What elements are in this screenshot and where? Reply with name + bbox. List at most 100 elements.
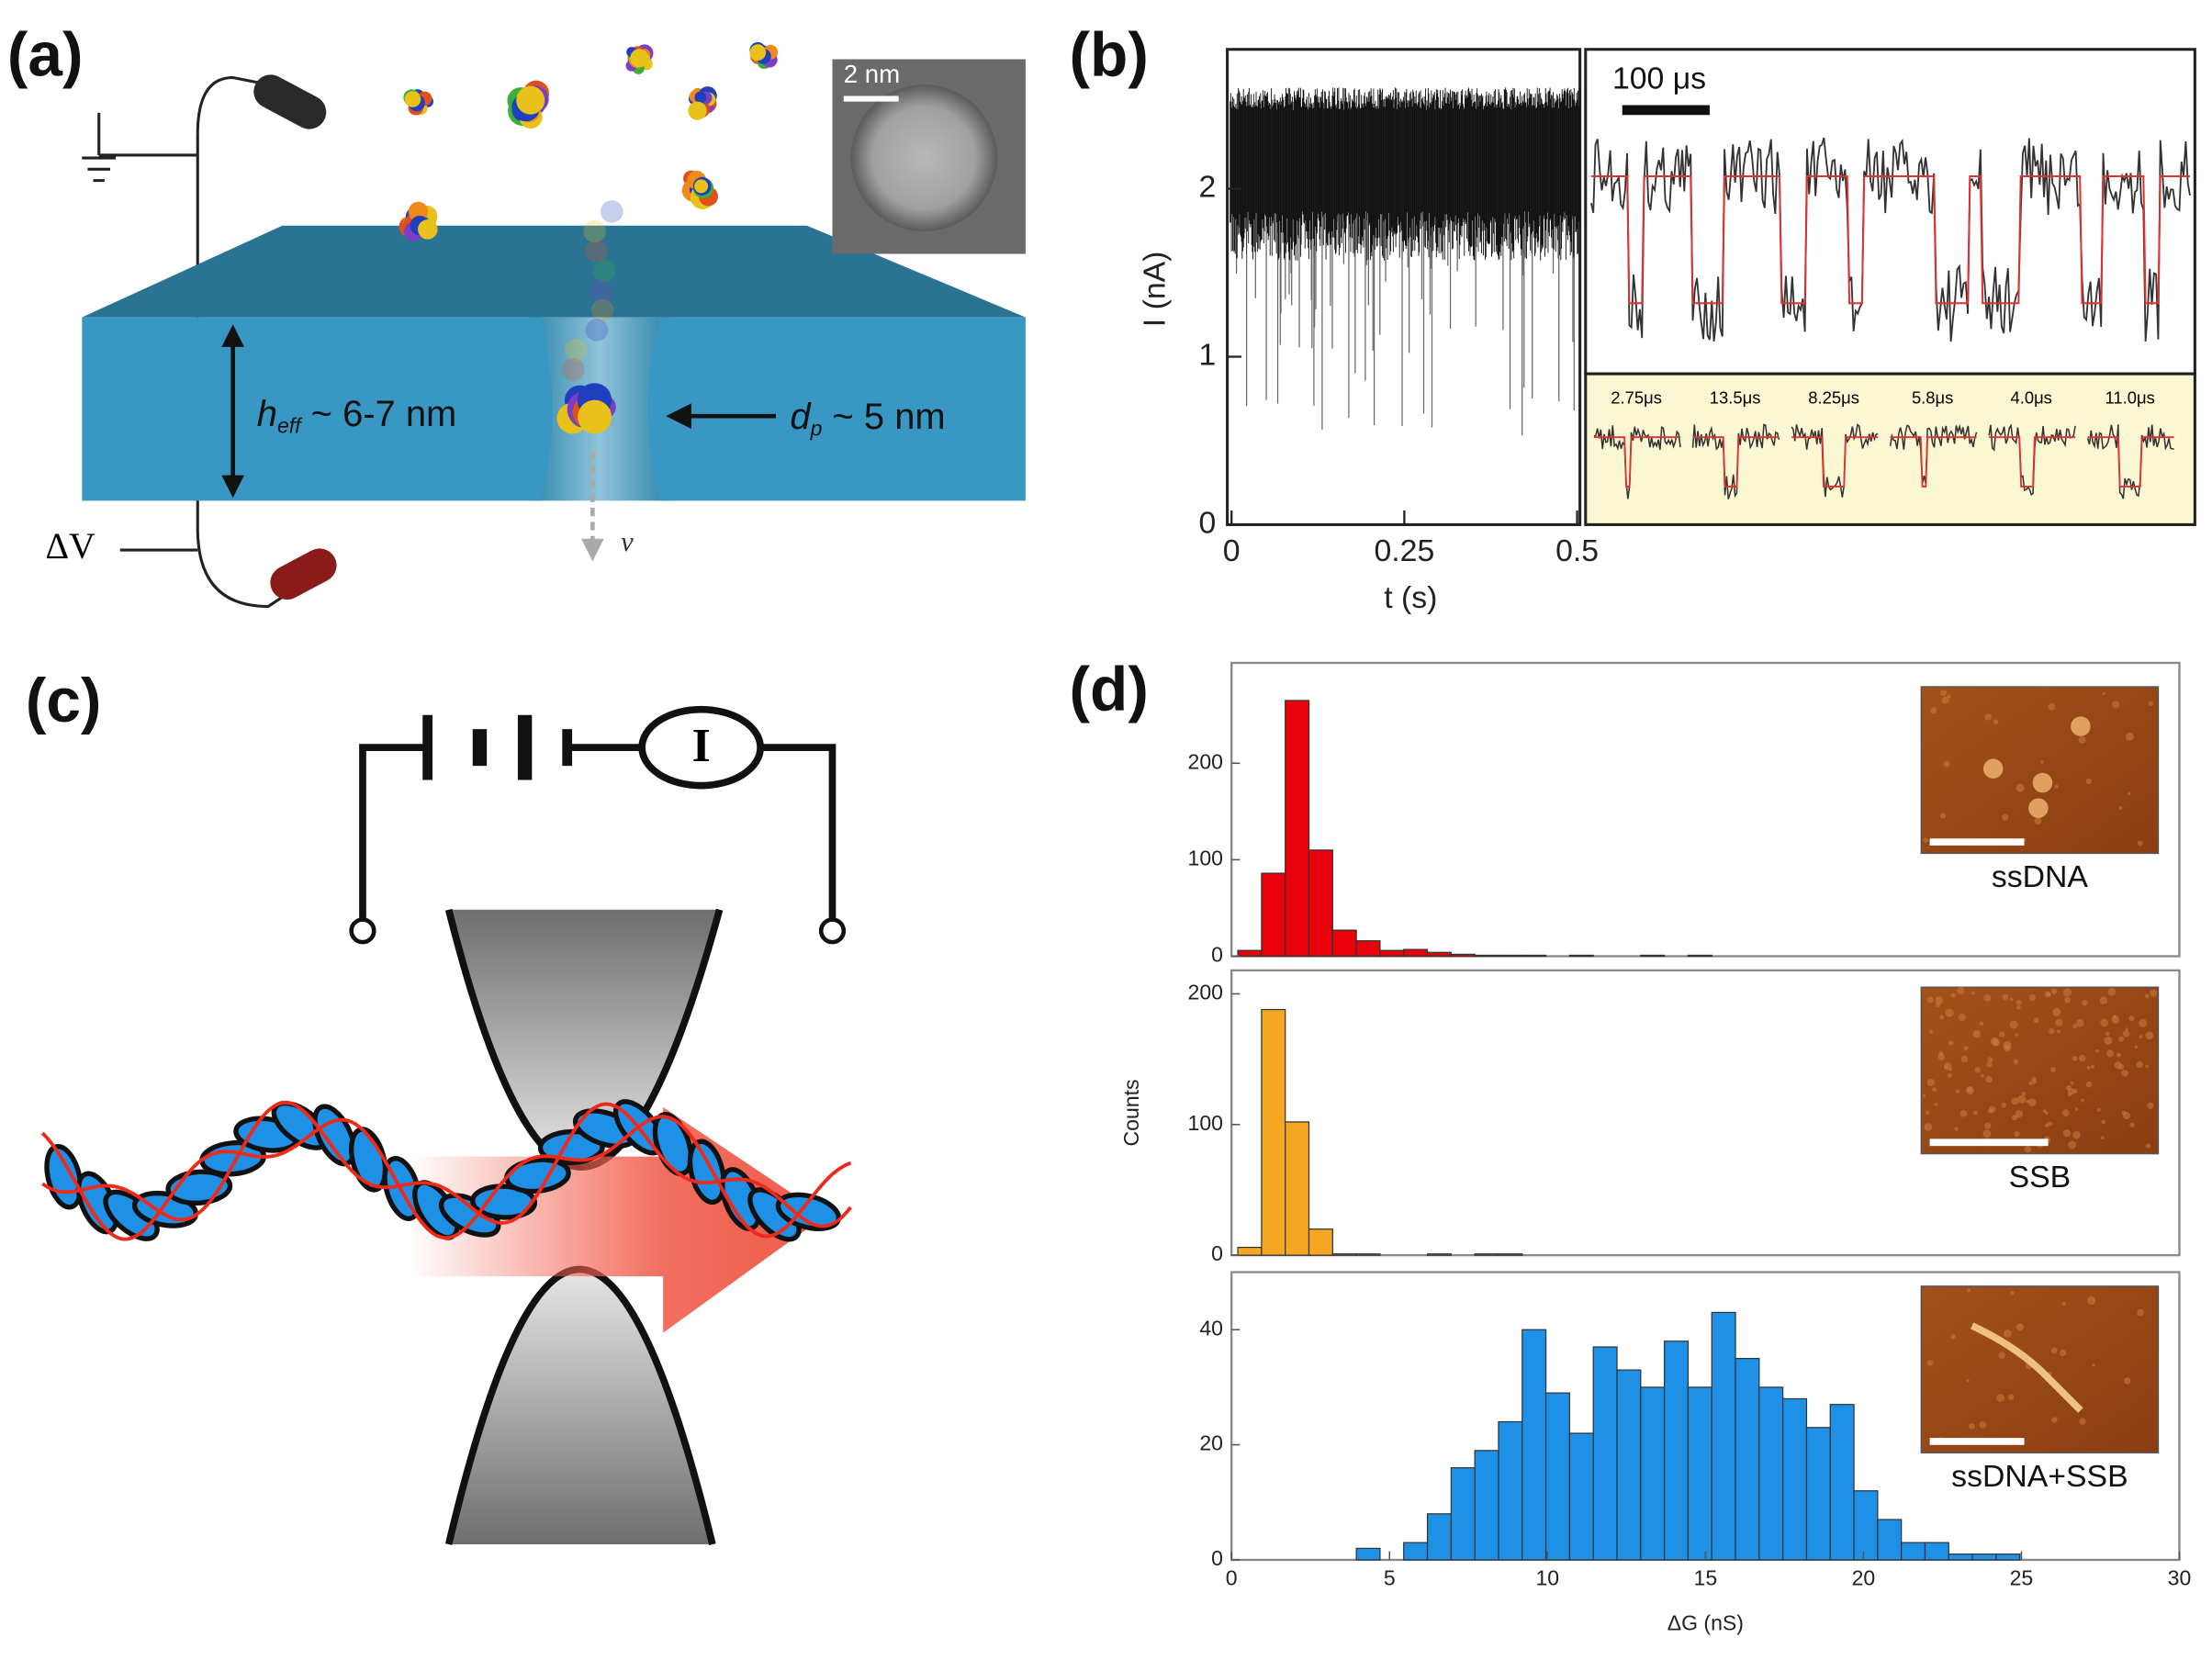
afm-speckle [2044, 1123, 2049, 1127]
protein-part [404, 91, 421, 107]
afm-speckle [2033, 1017, 2039, 1024]
bar [1261, 1008, 1286, 1256]
afm-speckle [2079, 1054, 2086, 1062]
afm-speckle [2015, 1033, 2018, 1037]
afm-speckle [2150, 989, 2158, 997]
afm-speckle [1924, 1123, 1933, 1131]
x-tick-label: 0 [1223, 533, 1241, 568]
protein-trace [589, 279, 612, 302]
y-tick-label: 2 [1199, 170, 1217, 205]
wire [196, 75, 269, 134]
y-tick-label: 200 [1188, 749, 1223, 773]
base-pair [312, 1104, 357, 1167]
bar [1474, 1253, 1499, 1256]
afm-speckle [1943, 760, 1950, 768]
afm-speckle [2014, 1131, 2020, 1138]
membrane-top [82, 225, 1026, 318]
afm-speckle [1998, 1352, 2005, 1359]
inset-label: SSB [2009, 1160, 2072, 1195]
protein-part [578, 399, 612, 434]
afm-speckle [1959, 1110, 1968, 1117]
wire [196, 529, 290, 609]
y-tick-label: 0 [1211, 1241, 1223, 1265]
event-fit [1593, 436, 1681, 488]
afm-speckle [1974, 1067, 1982, 1073]
afm-speckle [1945, 1008, 1954, 1017]
afm-speckle [2112, 701, 2120, 709]
protein-trace [583, 219, 606, 243]
subscript: eff [277, 414, 303, 438]
bar [1237, 949, 1263, 958]
afm-speckle [1999, 1031, 2005, 1038]
event-trace [1889, 423, 1978, 485]
y-tick-label: 20 [1199, 1431, 1223, 1455]
event-fit [1989, 436, 2076, 488]
afm-speckle [2015, 1110, 2024, 1118]
protein-part [418, 219, 438, 240]
afm-speckle [2079, 1418, 2086, 1425]
electrode [253, 74, 327, 129]
bar [1331, 1253, 1357, 1256]
afm-speckle [1993, 719, 1999, 724]
membrane [82, 317, 553, 501]
afm-speckle [2118, 1036, 2125, 1042]
afm-molecule [2032, 772, 2053, 793]
afm-speckle [1982, 1129, 1992, 1138]
afm-speckle [1981, 1074, 1984, 1078]
afm-speckle [1943, 1062, 1952, 1071]
afm-speckle [2134, 1045, 2139, 1049]
afm-speckle [2090, 1064, 2094, 1069]
afm-speckle [2082, 999, 2088, 1006]
y-tick-label: 0 [1211, 943, 1223, 967]
event-fit [1791, 436, 1879, 488]
afm-speckle [2100, 1018, 2109, 1027]
arrowhead [666, 403, 691, 429]
afm-molecule [2071, 716, 2091, 736]
afm-speckle [2107, 987, 2117, 996]
panel-d: 0 100 200 ssDNA 0 100 200 Counts SSB 0 20 40 0 5 10 15 2… [1119, 661, 2191, 1635]
afm-speckle [1954, 1127, 1959, 1131]
afm-speckle [2106, 1049, 2115, 1058]
afm-speckle [2128, 1015, 2135, 1022]
base-pair [687, 1138, 726, 1206]
afm-speckle [2145, 1064, 2150, 1069]
afm-speckle [2017, 1094, 2027, 1104]
afm-speckle [2028, 993, 2037, 1002]
wire [359, 744, 428, 920]
afm-speckle [2076, 1018, 2084, 1027]
afm-speckle [1941, 696, 1949, 704]
bar [1285, 700, 1310, 958]
bar [1592, 1346, 1618, 1561]
x-tick-label: 20 [1852, 1566, 1876, 1590]
afm-speckle [2002, 813, 2009, 821]
terminal [818, 917, 847, 945]
bar [1901, 1542, 1926, 1561]
scale-label: 100 μs [1612, 61, 1706, 95]
afm-speckle [2055, 1018, 2063, 1026]
afm-molecule [1971, 1322, 2083, 1413]
panel-label: (b) [1070, 20, 1149, 89]
afm-speckle [2139, 1035, 2143, 1039]
afm-speckle [2001, 1102, 2006, 1108]
tem-particle [850, 84, 998, 231]
afm-speckle [1984, 1122, 1992, 1129]
protein-part [688, 101, 707, 120]
y-axis-label: I (nA) [1138, 252, 1173, 328]
afm-speckle [1930, 707, 1937, 714]
bar [1568, 954, 1594, 958]
afm-speckle [2095, 1049, 2100, 1053]
y-tick-label: 40 [1199, 1316, 1223, 1340]
afm-speckle [2118, 1063, 2125, 1070]
afm-speckle [1935, 1003, 1941, 1008]
height-label: heff ~ 6-7 nm [257, 394, 457, 438]
bar [1687, 1386, 1712, 1561]
electrode [270, 548, 337, 600]
afm-speckle [2104, 1036, 2113, 1045]
value: ~ 5 nm [822, 397, 945, 437]
bar [1568, 1432, 1594, 1561]
afm-speckle [2121, 1110, 2127, 1116]
bar [1426, 1513, 1452, 1561]
bar [1379, 949, 1405, 958]
afm-speckle [2100, 1136, 2105, 1140]
value: ~ 6-7 nm [301, 394, 457, 434]
